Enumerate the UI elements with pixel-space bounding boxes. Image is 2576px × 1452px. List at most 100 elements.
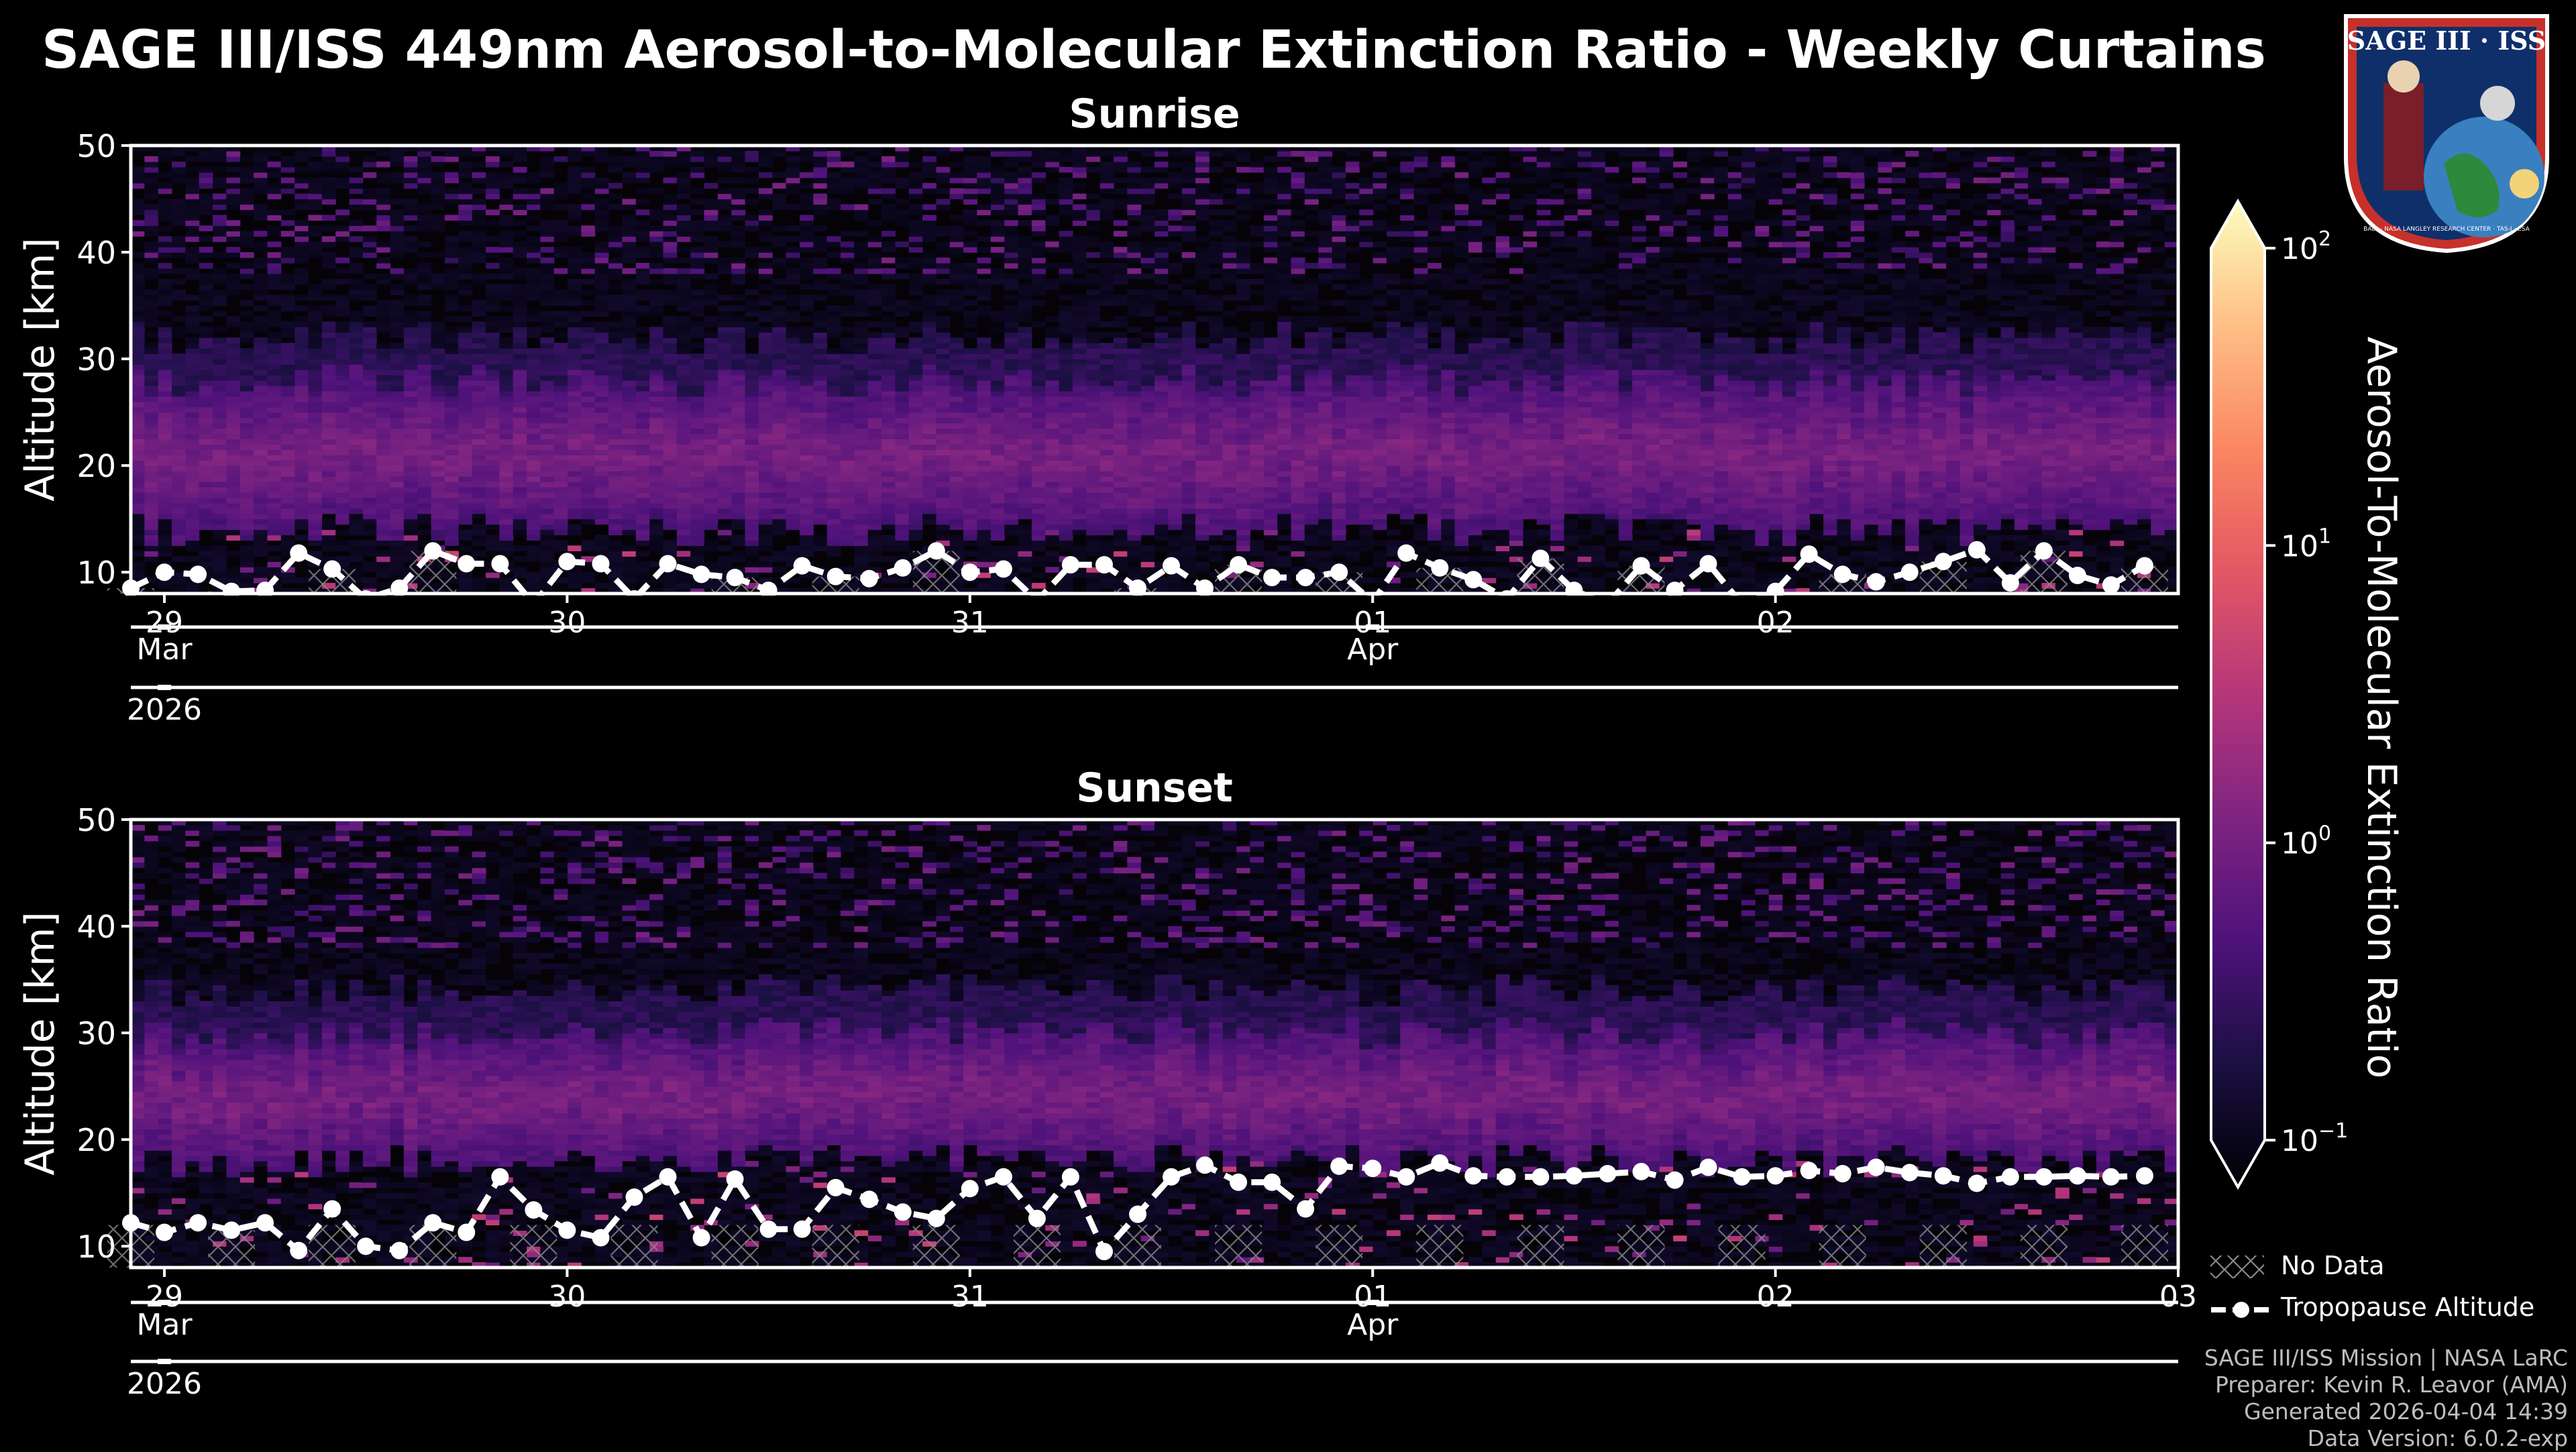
heatmap-cell xyxy=(553,401,568,408)
heatmap-cell xyxy=(267,556,282,562)
heatmap-cell xyxy=(376,492,391,498)
heatmap-cell xyxy=(690,370,705,376)
heatmap-cell xyxy=(1059,428,1073,435)
heatmap-cell xyxy=(813,502,828,509)
heatmap-cell xyxy=(1072,529,1087,536)
heatmap-cell xyxy=(458,215,473,221)
heatmap-cell xyxy=(813,433,828,439)
heatmap-cell xyxy=(172,146,186,152)
heatmap-cell xyxy=(239,545,254,551)
heatmap-cell xyxy=(908,439,923,445)
heatmap-cell xyxy=(731,396,746,402)
heatmap-cell xyxy=(1004,406,1019,413)
heatmap-cell xyxy=(1086,487,1101,493)
heatmap-cell xyxy=(458,375,473,381)
heatmap-cell xyxy=(867,439,882,445)
heatmap-cell xyxy=(841,508,855,514)
heatmap-cell xyxy=(527,348,541,354)
heatmap-cell xyxy=(280,166,295,173)
heatmap-cell xyxy=(321,529,336,536)
heatmap-cell xyxy=(1059,321,1073,327)
heatmap-cell xyxy=(376,273,391,280)
heatmap-cell xyxy=(144,225,159,231)
heatmap-cell xyxy=(226,535,241,541)
heatmap-cell xyxy=(199,513,213,520)
heatmap-cell xyxy=(172,209,186,215)
heatmap-cell xyxy=(226,188,241,194)
heatmap-cell xyxy=(1072,182,1087,189)
heatmap-cell xyxy=(158,199,172,205)
heatmap-cell xyxy=(553,231,568,237)
heatmap-cell xyxy=(663,177,678,184)
heatmap-cell xyxy=(540,401,555,408)
heatmap-cell xyxy=(458,465,473,471)
heatmap-cell xyxy=(376,247,391,253)
heatmap-cell xyxy=(294,428,309,435)
heatmap-cell xyxy=(213,166,227,173)
heatmap-cell xyxy=(335,359,350,365)
heatmap-cell xyxy=(527,311,541,317)
heatmap-cell xyxy=(895,390,910,397)
heatmap-cell xyxy=(690,423,705,429)
heatmap-cell xyxy=(649,513,664,520)
heatmap-cell xyxy=(1072,406,1087,413)
heatmap-cell xyxy=(199,465,213,471)
heatmap-cell xyxy=(226,359,241,365)
heatmap-cell xyxy=(608,482,623,488)
heatmap-cell xyxy=(1004,449,1019,455)
heatmap-cell xyxy=(826,417,841,424)
heatmap-cell xyxy=(690,199,705,205)
heatmap-cell xyxy=(445,278,459,285)
heatmap-cell xyxy=(131,166,145,173)
heatmap-cell xyxy=(1086,583,1101,589)
heatmap-cell xyxy=(349,401,364,408)
heatmap-cell xyxy=(813,209,828,215)
heatmap-cell xyxy=(267,188,282,194)
heatmap-cell xyxy=(1018,406,1032,413)
heatmap-cell xyxy=(513,151,527,157)
heatmap-cell xyxy=(717,455,732,461)
heatmap-cell xyxy=(963,390,977,397)
heatmap-cell xyxy=(949,348,964,354)
heatmap-cell xyxy=(1114,551,1128,557)
heatmap-cell xyxy=(963,433,977,439)
heatmap-cell xyxy=(553,396,568,402)
heatmap-cell xyxy=(772,482,787,488)
heatmap-cell xyxy=(172,199,186,205)
heatmap-cell xyxy=(226,166,241,173)
heatmap-cell xyxy=(213,311,227,317)
heatmap-cell xyxy=(390,146,405,152)
heatmap-cell xyxy=(553,449,568,455)
heatmap-cell xyxy=(786,337,800,343)
heatmap-cell xyxy=(594,247,609,253)
heatmap-cell xyxy=(213,476,227,482)
heatmap-cell xyxy=(199,327,213,333)
heatmap-cell xyxy=(239,561,254,567)
heatmap-cell xyxy=(949,161,964,168)
heatmap-cell xyxy=(226,375,241,381)
heatmap-cell xyxy=(867,406,882,413)
heatmap-cell xyxy=(963,188,977,194)
heatmap-cell xyxy=(499,497,514,504)
heatmap-cell xyxy=(568,482,582,488)
heatmap-cell xyxy=(254,535,268,541)
heatmap-cell xyxy=(553,545,568,551)
heatmap-cell xyxy=(800,182,814,189)
heatmap-cell xyxy=(321,390,336,397)
heatmap-cell xyxy=(199,204,213,211)
heatmap-cell xyxy=(1099,412,1114,418)
heatmap-cell xyxy=(594,343,609,349)
heatmap-cell xyxy=(1031,300,1046,306)
heatmap-cell xyxy=(1018,182,1032,189)
heatmap-cell xyxy=(486,487,500,493)
heatmap-cell xyxy=(1072,204,1087,211)
heatmap-cell xyxy=(185,396,200,402)
heatmap-cell xyxy=(472,252,486,258)
heatmap-cell xyxy=(158,278,172,285)
heatmap-cell xyxy=(376,401,391,408)
heatmap-cell xyxy=(1004,252,1019,258)
heatmap-cell xyxy=(172,433,186,439)
heatmap-cell xyxy=(649,375,664,381)
heatmap-cell xyxy=(717,433,732,439)
heatmap-cell xyxy=(622,294,637,301)
